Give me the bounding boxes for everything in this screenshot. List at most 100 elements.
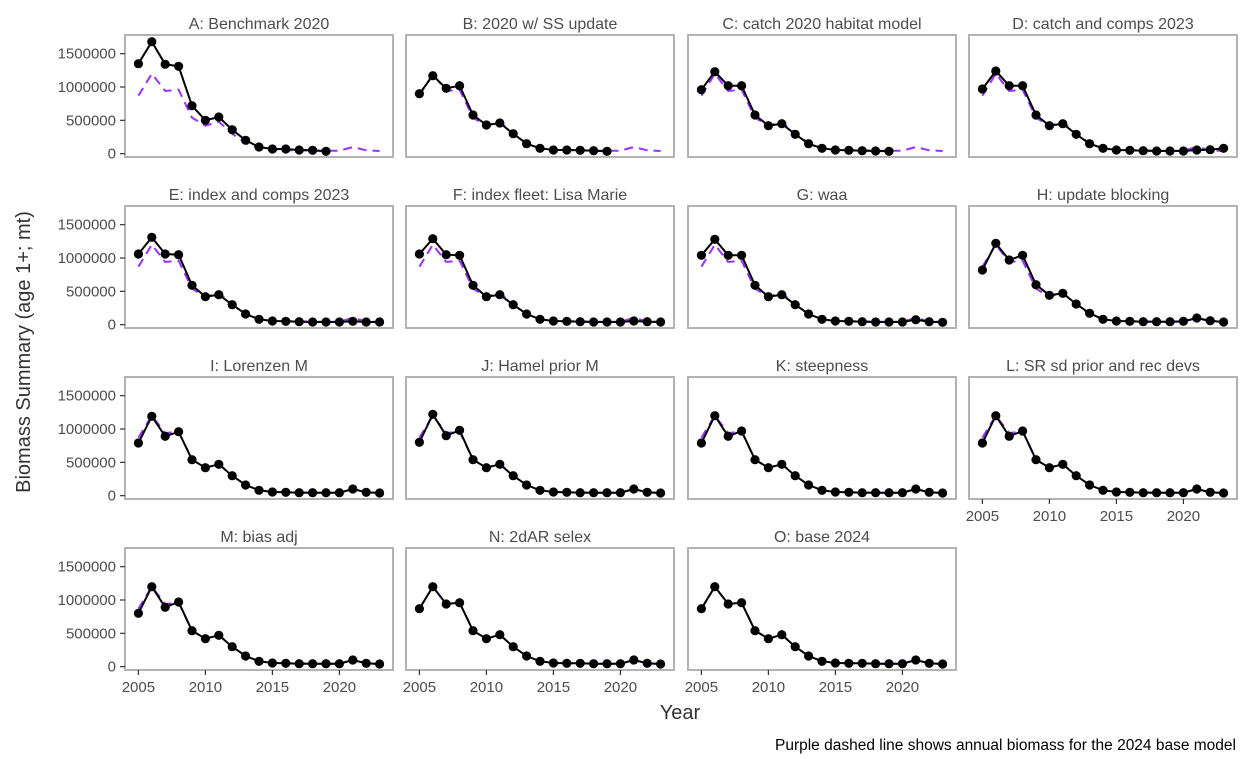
data-point	[1018, 426, 1028, 436]
data-point	[187, 280, 197, 290]
data-point	[227, 300, 237, 310]
data-point	[1098, 143, 1108, 153]
data-point	[562, 658, 572, 668]
data-point	[911, 655, 921, 665]
panel-border	[968, 205, 1238, 329]
data-point	[334, 659, 344, 669]
data-point	[804, 139, 814, 149]
panel-title: D: catch and comps 2023	[1012, 16, 1194, 33]
panel: O: base 2024 2005 2010 2015 2020	[685, 529, 957, 696]
y-axis-title: Biomass Summary (age 1+; mt)	[13, 211, 35, 493]
data-point	[696, 85, 707, 95]
data-point	[241, 480, 251, 490]
y-tick-label: 1500000	[58, 217, 116, 234]
data-point	[1219, 317, 1229, 327]
data-point	[696, 438, 707, 448]
data-point	[884, 317, 894, 327]
data-point	[361, 487, 371, 497]
data-point	[723, 599, 733, 609]
panel-border	[405, 547, 675, 671]
data-point	[844, 316, 854, 326]
base-2024-line	[137, 71, 380, 152]
data-point	[522, 139, 532, 149]
x-tick-label: 2015	[256, 679, 289, 696]
x-tick-label: 2015	[537, 679, 570, 696]
y-tick-label: 500000	[66, 454, 116, 471]
data-point	[1018, 81, 1028, 91]
data-point	[763, 292, 774, 302]
data-point	[481, 292, 491, 302]
data-point	[871, 488, 881, 498]
data-point	[187, 626, 197, 636]
data-point	[884, 488, 894, 498]
data-point	[1058, 119, 1068, 129]
data-point	[1205, 316, 1215, 326]
data-point	[575, 145, 585, 155]
y-tick-label: 500000	[66, 625, 116, 642]
data-point	[804, 309, 814, 319]
data-point	[348, 484, 358, 494]
data-point	[334, 488, 344, 498]
panel: F: index fleet: Lisa Marie	[405, 187, 675, 329]
data-point	[710, 411, 720, 421]
panel-title: M: bias adj	[220, 529, 297, 546]
data-point	[844, 487, 854, 497]
data-point	[642, 487, 652, 497]
data-point	[750, 626, 760, 636]
data-point	[200, 634, 210, 644]
data-point	[508, 300, 518, 310]
data-point	[294, 488, 304, 498]
data-point	[1018, 250, 1028, 260]
data-point	[267, 144, 277, 154]
data-point	[281, 144, 291, 154]
data-point	[1205, 145, 1215, 155]
data-point	[522, 651, 532, 661]
y-tick-label: 1500000	[58, 559, 116, 576]
data-point	[777, 459, 787, 469]
data-point	[1165, 488, 1175, 498]
data-point	[522, 480, 532, 490]
data-point	[1178, 316, 1188, 326]
data-point	[254, 485, 264, 495]
x-tick-label: 2010	[470, 679, 503, 696]
data-point	[200, 292, 210, 302]
panel-border	[124, 205, 394, 329]
data-point	[938, 488, 948, 498]
model-line	[418, 584, 661, 665]
data-point	[414, 249, 424, 259]
data-point	[174, 61, 184, 71]
data-point	[441, 83, 451, 93]
data-point	[241, 651, 251, 661]
data-point	[441, 431, 451, 441]
data-point	[455, 598, 465, 608]
data-point	[267, 658, 277, 668]
panel-title: J: Hamel prior M	[481, 358, 598, 375]
data-point	[710, 234, 720, 244]
data-point	[1085, 139, 1095, 149]
data-point	[160, 59, 170, 69]
data-point	[911, 484, 921, 494]
data-point	[294, 317, 304, 327]
data-point	[174, 250, 184, 260]
data-point	[548, 316, 559, 326]
panel-border	[124, 376, 394, 500]
data-point	[629, 316, 639, 326]
data-point	[227, 642, 237, 652]
data-point	[548, 658, 559, 668]
data-point	[589, 146, 599, 156]
data-point	[924, 658, 934, 668]
y-tick-label: 0	[108, 659, 116, 676]
y-tick-label: 1000000	[58, 592, 116, 609]
panel-title: G: waa	[797, 187, 848, 204]
data-point	[147, 232, 157, 242]
data-point	[133, 249, 143, 259]
data-point	[548, 145, 559, 155]
data-point	[656, 488, 666, 498]
data-point	[254, 314, 264, 324]
data-point	[1138, 146, 1148, 156]
model-line	[981, 413, 1224, 494]
data-point	[710, 67, 720, 77]
data-point	[1031, 280, 1041, 290]
data-point	[575, 658, 585, 668]
